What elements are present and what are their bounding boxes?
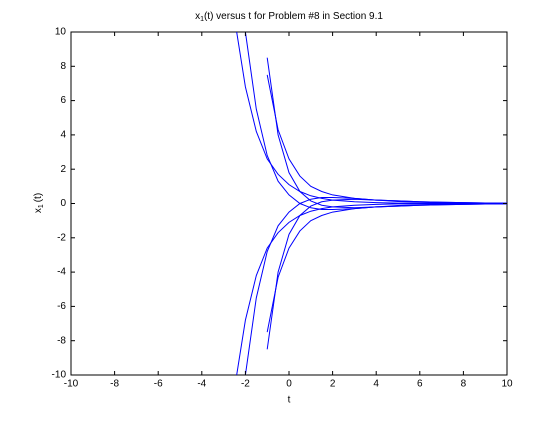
x-tick-label: -4 <box>197 379 206 390</box>
x-tick-label: 0 <box>286 379 292 390</box>
x-tick-label: 6 <box>417 379 423 390</box>
y-tick-label: -8 <box>57 335 66 346</box>
y-tick-label: -2 <box>57 232 66 243</box>
x-tick-label: -10 <box>64 379 79 390</box>
x-tick-label: -2 <box>241 379 250 390</box>
x-tick-label: -8 <box>110 379 119 390</box>
x-tick-label: 8 <box>461 379 467 390</box>
title-sub: 1 <box>200 16 204 23</box>
y-tick-label: 8 <box>60 61 66 72</box>
ylabel-base: x <box>33 208 44 213</box>
x-tick-label: -6 <box>154 379 163 390</box>
y-tick-label: -4 <box>57 267 66 278</box>
lines <box>236 32 507 375</box>
title-rest: (t) versus t for Problem #8 in Section 9… <box>204 11 383 22</box>
ylabel-rest: (t) <box>33 193 44 202</box>
x-axis-label: t <box>288 395 291 406</box>
series-line <box>266 203 507 333</box>
y-tick-label: -10 <box>52 370 67 381</box>
y-tick-label: 6 <box>60 95 66 106</box>
ylabel-sub: 1 <box>38 204 45 208</box>
series-line <box>236 203 507 375</box>
series-line <box>266 198 507 350</box>
chart-title: x1(t) versus t for Problem #8 in Section… <box>195 11 383 23</box>
y-tick-label: 10 <box>55 27 67 38</box>
y-tick-label: 2 <box>60 164 66 175</box>
title-base: x <box>195 11 200 22</box>
y-tick-label: 0 <box>60 198 66 209</box>
series-line <box>244 196 507 375</box>
y-tick-label: -6 <box>57 301 66 312</box>
x-tick-label: 10 <box>501 379 513 390</box>
y-axis-label: x1 (t) <box>33 193 45 213</box>
x-tick-label: 4 <box>373 379 379 390</box>
y-tick-label: 4 <box>60 130 66 141</box>
x-tick-label: 2 <box>330 379 336 390</box>
